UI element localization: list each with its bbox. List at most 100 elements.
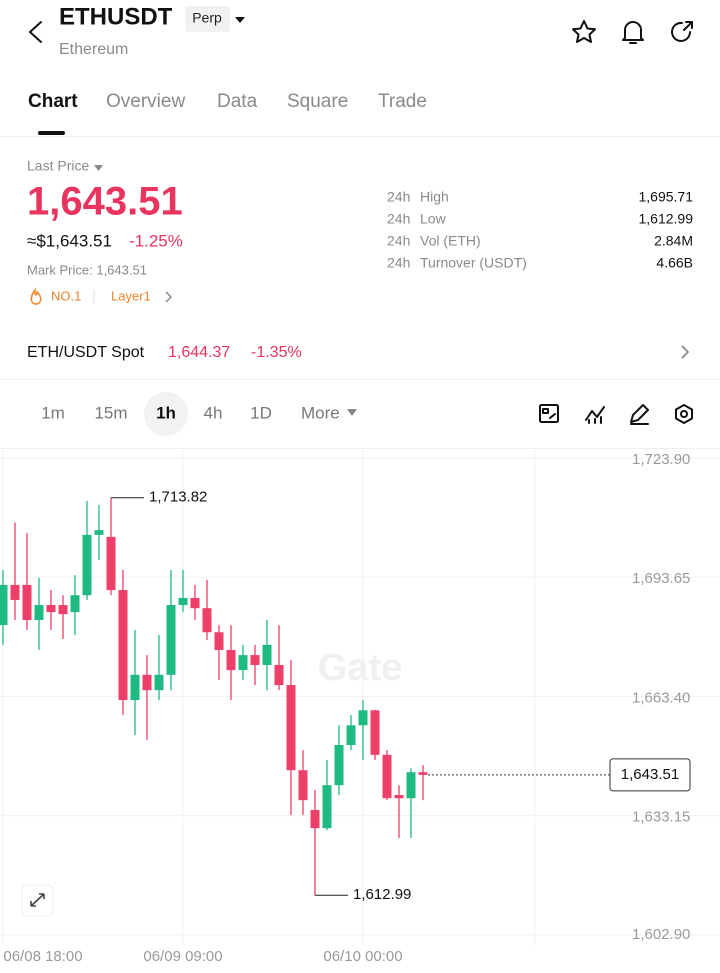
tab[interactable]: Square xyxy=(287,91,348,112)
stat-period: 24h xyxy=(387,211,410,227)
spot-price: 1,644.37 xyxy=(168,344,230,361)
candle-body xyxy=(418,772,428,775)
favorite-icon[interactable] xyxy=(572,20,596,43)
candle-body xyxy=(0,584,8,626)
pen-icon[interactable] xyxy=(630,404,649,425)
extreme-label: 1,713.82 xyxy=(149,489,207,506)
candle-body xyxy=(214,632,224,650)
tabs: Chart Overview Data Square Trade xyxy=(28,91,427,135)
price-change: -1.25% xyxy=(129,231,183,250)
candle-body xyxy=(286,685,296,771)
subtitle: Ethereum xyxy=(59,41,128,58)
plot-area xyxy=(0,497,428,896)
timeframes: 1m 15m 1h 4h 1D More xyxy=(41,392,357,436)
candle-body xyxy=(106,536,116,591)
candle-body xyxy=(130,674,140,701)
fullscreen-icon xyxy=(30,893,45,907)
y-tick-label: 1,663.40 xyxy=(632,689,690,706)
x-tick-label: 06/08 18:00 xyxy=(3,948,82,965)
x-tick-label: 06/09 09:00 xyxy=(143,948,222,965)
chart-tools xyxy=(539,404,693,425)
tab-indicator xyxy=(38,131,65,135)
candle-body xyxy=(382,754,392,799)
drawing-icon[interactable] xyxy=(585,406,605,424)
share-icon[interactable] xyxy=(671,21,693,42)
candle-body xyxy=(358,710,368,726)
timeframe[interactable]: 1D xyxy=(250,403,272,422)
tab[interactable]: Overview xyxy=(106,91,185,112)
y-tick-label: 1,602.90 xyxy=(632,926,690,943)
stat-period: 24h xyxy=(387,189,410,205)
rank-icon xyxy=(30,287,42,305)
candle-body xyxy=(70,595,80,613)
candle-body xyxy=(154,674,164,691)
spot-pair[interactable]: ETH/USDT Spot xyxy=(27,344,145,361)
chevron[interactable] xyxy=(165,291,173,303)
tab[interactable]: Chart xyxy=(28,91,78,112)
candle-body xyxy=(166,605,176,675)
stat-value: 4.66B xyxy=(656,255,693,271)
last-price-box xyxy=(609,758,691,792)
dropdown-icon[interactable] xyxy=(94,165,103,171)
watermark: Gate xyxy=(318,647,402,689)
timeframe[interactable]: 4h xyxy=(204,403,223,422)
candle-body xyxy=(82,534,92,596)
stat-period: 24h xyxy=(387,233,410,249)
candle-body xyxy=(406,772,416,799)
candle-body xyxy=(334,744,344,786)
timeframe-highlight xyxy=(144,392,188,436)
indicator-icon[interactable] xyxy=(539,404,559,423)
tag[interactable]: Layer1 xyxy=(111,288,151,303)
indicator-detail xyxy=(542,408,556,419)
candle-body xyxy=(346,725,356,745)
candle-body xyxy=(178,597,188,606)
stat-label: Turnover (USDT) xyxy=(420,255,527,271)
candle-body xyxy=(190,597,200,609)
spot-change: -1.35% xyxy=(251,344,302,361)
candle-body xyxy=(298,770,308,801)
rank[interactable]: NO.1 xyxy=(51,288,81,303)
settings-detail xyxy=(680,410,688,418)
candle-body xyxy=(22,584,32,621)
badge[interactable]: Perp xyxy=(192,10,222,26)
last-price-label: 1,643.51 xyxy=(621,766,679,783)
candle-body xyxy=(142,674,152,691)
chevron[interactable] xyxy=(681,345,690,359)
candle-body xyxy=(46,605,56,613)
candlestick-chart: Gate 1,723.90 1,693.65 1,663.40 1,633.15 1,60… xyxy=(0,450,720,965)
y-tick-label: 1,633.15 xyxy=(632,809,690,826)
candle-body xyxy=(238,655,248,671)
candle-body xyxy=(94,530,104,535)
stat-period: 24h xyxy=(387,255,410,271)
candle-body xyxy=(34,605,44,621)
candle-body xyxy=(394,795,404,799)
tab[interactable]: Trade xyxy=(378,91,427,112)
candle-body xyxy=(58,605,68,615)
candle-body xyxy=(250,655,260,665)
dropdown-icon[interactable] xyxy=(235,17,245,23)
stat-label: Low xyxy=(420,211,447,227)
candle-body xyxy=(274,664,284,686)
timeframe[interactable]: 1h xyxy=(156,403,176,422)
badge-bg xyxy=(185,6,230,32)
candle-body xyxy=(262,644,272,665)
candle-body xyxy=(322,785,332,829)
candle-body xyxy=(118,590,128,701)
tab[interactable]: Data xyxy=(217,91,258,112)
settings-icon[interactable] xyxy=(675,404,693,424)
timeframe[interactable]: 1m xyxy=(41,403,65,422)
last-price-label: Last Price xyxy=(27,158,89,174)
back-button[interactable] xyxy=(29,21,42,43)
timeframe[interactable]: 15m xyxy=(94,403,127,422)
stat-value: 2.84M xyxy=(654,233,693,249)
timeframe[interactable]: More xyxy=(301,403,340,422)
approx-price: ≈$1,643.51 xyxy=(27,231,112,250)
dropdown-icon[interactable] xyxy=(347,409,357,416)
alert-icon[interactable] xyxy=(622,21,644,44)
symbol-title: ETHUSDT xyxy=(59,3,173,30)
candle-body xyxy=(10,584,20,600)
candle-body xyxy=(226,649,236,671)
y-tick-label: 1,693.65 xyxy=(632,570,690,587)
stats: 24h High 1,695.71 24h Low 1,612.99 24h Vol (ETH… xyxy=(387,189,693,271)
